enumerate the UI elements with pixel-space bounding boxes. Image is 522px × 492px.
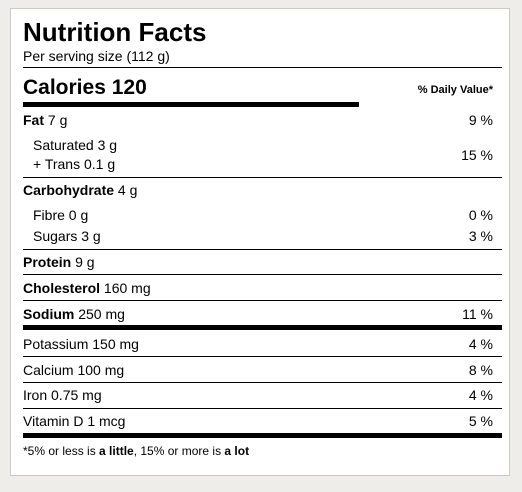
nutrient-amount: 4 g bbox=[117, 182, 138, 198]
divider bbox=[23, 249, 502, 250]
nutrient-amount: 160 mg bbox=[103, 280, 151, 296]
nutrient-name: Carbohydrate bbox=[23, 182, 115, 198]
divider bbox=[23, 300, 502, 301]
footnote-emphasis: a little bbox=[99, 444, 134, 458]
sub-nutrient: + Trans 0.1 g bbox=[33, 156, 116, 172]
daily-value: 8 % bbox=[468, 362, 493, 378]
nutrient-amount: 9 g bbox=[75, 254, 95, 270]
title: Nutrition Facts bbox=[23, 17, 207, 47]
nutrient-name: Fat bbox=[23, 112, 44, 128]
divider bbox=[23, 382, 502, 383]
thick-divider bbox=[23, 102, 359, 107]
nutrient-name: Protein bbox=[23, 254, 72, 270]
daily-value: 11 % bbox=[462, 306, 493, 322]
footnote-text: *5% or less is bbox=[23, 444, 100, 458]
nutrient: Iron 0.75 mg bbox=[23, 387, 102, 403]
daily-value: 4 % bbox=[468, 336, 493, 352]
calories-value: 120 bbox=[111, 76, 147, 99]
serving-size: Per serving size (112 g) bbox=[23, 48, 170, 64]
nutrient: Carbohydrate 4 g bbox=[23, 181, 137, 199]
thick-divider bbox=[23, 433, 502, 438]
nutrient: Vitamin D 1 mcg bbox=[23, 413, 126, 429]
nutrient: Cholesterol 160 mg bbox=[23, 279, 151, 297]
daily-value: 5 % bbox=[468, 413, 493, 429]
sub-nutrient: Sugars 3 g bbox=[33, 228, 101, 244]
calories: Calories 120 bbox=[23, 76, 147, 100]
nutrient-amount: 7 g bbox=[47, 112, 68, 128]
daily-value: 9 % bbox=[468, 112, 493, 128]
footnote: *5% or less is a little, 15% or more is … bbox=[23, 442, 249, 460]
nutrient: Protein 9 g bbox=[23, 253, 95, 271]
sub-nutrient: Fibre 0 g bbox=[33, 207, 89, 223]
divider bbox=[23, 356, 502, 357]
daily-value-header: % Daily Value* bbox=[417, 84, 493, 96]
nutrient-name: Sodium bbox=[23, 306, 75, 322]
divider bbox=[23, 274, 502, 275]
daily-value: 3 % bbox=[468, 228, 493, 244]
nutrient: Potassium 150 mg bbox=[23, 336, 139, 352]
nutrient: Fat 7 g bbox=[23, 111, 67, 129]
daily-value: 15 % bbox=[461, 147, 493, 163]
footnote-text: , 15% or more is bbox=[133, 444, 225, 458]
nutrient: Sodium 250 mg bbox=[23, 305, 125, 323]
divider bbox=[23, 67, 502, 68]
footnote-emphasis: a lot bbox=[224, 444, 250, 458]
divider bbox=[23, 177, 502, 178]
thick-divider bbox=[23, 325, 502, 330]
nutrient-amount: 250 mg bbox=[78, 306, 125, 322]
sub-nutrient: Saturated 3 g bbox=[33, 137, 118, 153]
calories-label: Calories bbox=[23, 76, 106, 99]
daily-value: 0 % bbox=[468, 207, 493, 223]
daily-value: 4 % bbox=[468, 387, 493, 403]
nutrition-panel: Nutrition Facts Per serving size (112 g)… bbox=[10, 8, 510, 476]
nutrient: Calcium 100 mg bbox=[23, 362, 125, 378]
divider bbox=[23, 408, 502, 409]
nutrient-name: Cholesterol bbox=[23, 280, 101, 296]
